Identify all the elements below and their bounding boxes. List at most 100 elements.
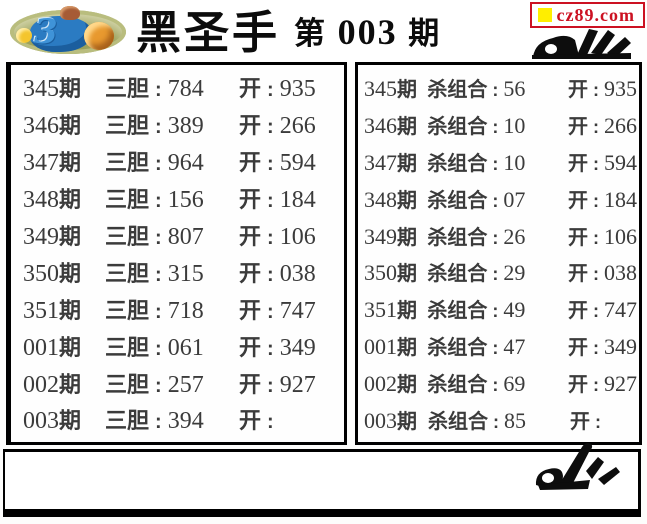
open-label: 开 (239, 297, 262, 323)
logo-orange-ball (84, 22, 114, 50)
logo-yellow-ball (16, 28, 32, 43)
period-number: 348 (364, 186, 397, 212)
open-result: 349 (279, 334, 316, 361)
open-label: 开 (570, 410, 590, 433)
issue-prefix: 第 (294, 16, 328, 51)
period-number: 348 (23, 187, 59, 214)
period-number: 350 (23, 260, 59, 287)
colon: : (493, 411, 499, 432)
sandan-panel: 345期 三胆:784 开:935 346期 三胆:389 开:266 347期… (6, 62, 347, 445)
colon: : (593, 190, 599, 211)
page-title: 黑圣手第 003 期 (136, 8, 441, 58)
colon: : (155, 337, 162, 360)
title-text: 黑圣手 (136, 7, 281, 58)
ok-signature-icon (532, 29, 631, 59)
open-label: 开 (568, 226, 588, 249)
open-result: 747 (279, 297, 316, 324)
open-result: 106 (604, 223, 637, 249)
logo-figure (60, 6, 80, 20)
colon: : (155, 300, 162, 323)
sandan-label: 三胆 (105, 113, 150, 139)
period-number: 347 (23, 150, 59, 177)
sandan-label: 三胆 (105, 150, 150, 176)
open-result: 349 (604, 334, 637, 360)
sandan-row: 351期 三胆:718 开:747 (23, 293, 340, 325)
colon: : (593, 338, 599, 359)
period-number: 003 (364, 407, 397, 433)
sandan-row: 001期 三胆:061 开:349 (23, 330, 340, 362)
colon: : (155, 79, 162, 102)
shazuhe-label: 杀组合 (427, 152, 488, 175)
colon: : (267, 153, 274, 176)
period-suffix: 期 (397, 115, 417, 138)
issue-number: 003 (337, 12, 398, 52)
shazuhe-row: 347期 杀组合:10 开:594 (364, 147, 637, 176)
open-result: 184 (279, 187, 316, 214)
sandan-row: 346期 三胆:389 开:266 (23, 108, 340, 140)
shazuhe-label: 杀组合 (428, 410, 488, 433)
sandan-row: 350期 三胆:315 开:038 (23, 256, 340, 288)
colon: : (155, 263, 162, 286)
site-badge[interactable]: cz89.com (529, 2, 645, 28)
shazuhe-value: 85 (504, 407, 526, 433)
open-label: 开 (568, 300, 588, 323)
sandan-value: 156 (167, 187, 204, 214)
shazuhe-label: 杀组合 (427, 263, 488, 286)
period-suffix: 期 (59, 371, 82, 397)
fucai-3d-logo-icon: 3 (8, 4, 130, 58)
sandan-value: 389 (167, 113, 204, 140)
period-suffix: 期 (59, 150, 82, 176)
open-label: 开 (568, 78, 588, 101)
period-number: 346 (364, 112, 397, 138)
sandan-row: 345期 三胆:784 开:935 (23, 71, 340, 103)
colon: : (492, 79, 499, 100)
period-suffix: 期 (397, 263, 417, 286)
shazuhe-label: 杀组合 (427, 374, 488, 397)
open-label: 开 (239, 260, 262, 286)
sandan-label: 三胆 (105, 371, 150, 397)
shazuhe-value: 26 (503, 223, 526, 249)
header: 3 黑圣手第 003 期 cz89.com (0, 0, 647, 62)
shazuhe-label: 杀组合 (427, 189, 488, 212)
colon: : (492, 264, 499, 285)
period-number: 351 (364, 297, 397, 323)
open-label: 开 (568, 152, 588, 175)
period-number: 350 (364, 260, 397, 286)
colon: : (267, 374, 274, 397)
colon: : (492, 190, 499, 211)
period-number: 345 (23, 76, 59, 103)
colon: : (492, 116, 499, 137)
shazuhe-value: 49 (503, 297, 526, 323)
colon: : (595, 411, 601, 432)
sandan-value: 257 (167, 371, 204, 398)
period-number: 349 (364, 223, 397, 249)
open-result: 266 (604, 112, 637, 138)
open-label: 开 (568, 115, 588, 138)
shazuhe-row: 348期 杀组合:07 开:184 (364, 184, 637, 213)
issue-suffix: 期 (408, 16, 442, 51)
period-suffix: 期 (59, 224, 82, 249)
period-suffix: 期 (59, 260, 82, 286)
period-suffix: 期 (59, 187, 82, 213)
open-result: 266 (279, 113, 316, 140)
period-suffix: 期 (397, 374, 417, 397)
sandan-label: 三胆 (105, 297, 150, 323)
colon: : (155, 374, 162, 397)
sandan-value: 315 (167, 260, 204, 287)
shazuhe-row: 001期 杀组合:47 开:349 (364, 331, 637, 360)
open-label: 开 (239, 408, 262, 434)
shazuhe-label: 杀组合 (427, 115, 488, 138)
sandan-row: 003期 三胆:394 开: (23, 403, 340, 435)
colon: : (492, 301, 499, 322)
open-result: 106 (279, 224, 316, 250)
site-url[interactable]: cz89.com (556, 4, 635, 25)
shazuhe-row: 349期 杀组合:26 开:106 (364, 221, 637, 250)
colon: : (155, 116, 162, 139)
ok-signature-icon (535, 443, 620, 490)
colon: : (593, 153, 599, 174)
period-suffix: 期 (59, 334, 82, 360)
sandan-value: 394 (167, 408, 204, 435)
period-suffix: 期 (397, 189, 417, 212)
sandan-row: 347期 三胆:964 开:594 (23, 145, 340, 177)
open-result: 935 (279, 76, 316, 103)
